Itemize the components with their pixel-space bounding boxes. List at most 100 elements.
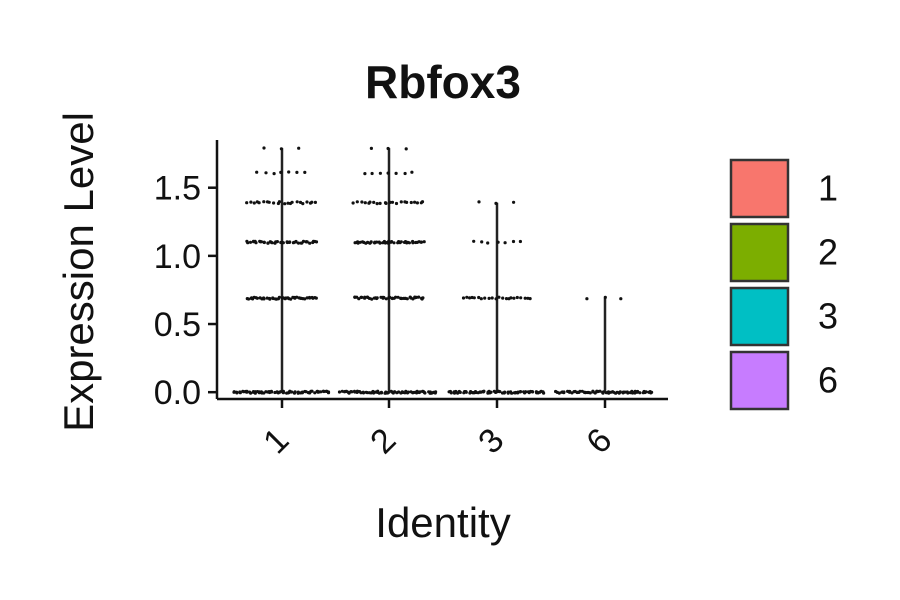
data-point bbox=[415, 201, 419, 205]
data-point bbox=[602, 390, 606, 394]
data-point bbox=[232, 390, 236, 394]
data-point bbox=[369, 240, 373, 244]
data-point bbox=[293, 390, 297, 394]
data-point bbox=[482, 389, 486, 393]
data-point bbox=[378, 171, 382, 175]
data-point bbox=[279, 147, 283, 151]
data-point bbox=[388, 200, 392, 204]
data-point bbox=[524, 390, 528, 394]
data-point bbox=[295, 200, 299, 204]
data-point bbox=[268, 297, 272, 301]
data-point bbox=[406, 390, 410, 394]
data-point bbox=[247, 297, 251, 301]
data-point bbox=[603, 295, 607, 299]
data-point bbox=[314, 296, 318, 300]
data-point bbox=[286, 296, 290, 300]
plot-area: 0.0 0.5 1.0 1.5 1 2 3 6 bbox=[154, 140, 668, 461]
data-point bbox=[249, 200, 253, 204]
data-point bbox=[623, 390, 627, 394]
data-point bbox=[386, 146, 390, 151]
data-point bbox=[248, 390, 252, 394]
data-point bbox=[370, 297, 374, 301]
data-point bbox=[483, 296, 487, 300]
data-point bbox=[308, 296, 312, 300]
data-point bbox=[405, 297, 409, 301]
data-point bbox=[497, 295, 501, 299]
data-point bbox=[618, 390, 622, 394]
data-point bbox=[390, 240, 394, 244]
data-point bbox=[557, 391, 561, 395]
data-point bbox=[464, 390, 468, 394]
data-point bbox=[253, 391, 257, 395]
data-point bbox=[542, 391, 546, 395]
data-point bbox=[301, 239, 306, 243]
data-point bbox=[265, 296, 269, 300]
data-point bbox=[375, 296, 379, 300]
data-point bbox=[255, 296, 259, 300]
data-point bbox=[267, 390, 271, 394]
data-point bbox=[420, 200, 425, 204]
violin-group-6 bbox=[554, 295, 654, 395]
data-point bbox=[262, 146, 266, 150]
data-point bbox=[562, 390, 566, 394]
data-point bbox=[310, 295, 314, 300]
data-point bbox=[394, 295, 398, 299]
data-point bbox=[386, 171, 390, 175]
data-point bbox=[468, 296, 472, 300]
data-point bbox=[300, 391, 304, 395]
data-point bbox=[296, 391, 300, 395]
data-point bbox=[578, 389, 582, 393]
data-point bbox=[238, 391, 242, 395]
data-point bbox=[305, 200, 309, 204]
data-point bbox=[287, 170, 291, 174]
data-point bbox=[506, 391, 510, 395]
data-point bbox=[363, 172, 367, 176]
data-point bbox=[585, 297, 589, 301]
data-point bbox=[417, 295, 421, 299]
data-point bbox=[350, 390, 354, 394]
data-point bbox=[399, 200, 403, 204]
legend-label-1: 1 bbox=[818, 168, 838, 209]
y-tick-label: 0.0 bbox=[154, 374, 201, 412]
data-point bbox=[568, 389, 572, 394]
data-point bbox=[403, 171, 407, 176]
data-point bbox=[394, 171, 398, 175]
data-point bbox=[472, 239, 476, 243]
data-point bbox=[409, 200, 413, 205]
y-tick-label: 1.0 bbox=[154, 238, 201, 276]
data-point bbox=[369, 146, 373, 150]
data-point bbox=[235, 391, 239, 395]
data-point bbox=[368, 200, 372, 204]
data-point bbox=[375, 202, 379, 206]
data-point bbox=[262, 240, 266, 245]
data-point bbox=[295, 170, 299, 174]
chart-title: Rbfox3 bbox=[365, 56, 521, 108]
data-point bbox=[518, 239, 523, 244]
data-point bbox=[279, 390, 283, 394]
legend-label-2: 2 bbox=[818, 232, 838, 273]
data-point bbox=[321, 389, 325, 393]
data-point bbox=[386, 390, 390, 395]
data-point bbox=[531, 390, 535, 394]
data-point bbox=[290, 390, 294, 394]
data-point bbox=[461, 296, 466, 300]
data-point bbox=[357, 297, 361, 301]
data-point bbox=[511, 200, 516, 204]
data-point bbox=[246, 241, 250, 245]
data-point bbox=[390, 200, 395, 204]
data-point bbox=[387, 296, 391, 300]
data-point bbox=[510, 391, 514, 395]
data-point bbox=[515, 295, 519, 300]
data-point bbox=[378, 241, 382, 245]
data-point bbox=[313, 200, 317, 204]
x-tick-label: 1 bbox=[256, 421, 296, 461]
data-point bbox=[326, 391, 331, 395]
data-point bbox=[283, 202, 287, 206]
x-tick-label: 2 bbox=[363, 421, 403, 461]
data-point bbox=[346, 390, 350, 394]
violin-group-3 bbox=[447, 200, 546, 395]
data-point bbox=[479, 297, 483, 301]
data-point bbox=[308, 241, 312, 245]
legend-swatch-3 bbox=[729, 286, 790, 347]
violin-group-2 bbox=[337, 146, 438, 395]
